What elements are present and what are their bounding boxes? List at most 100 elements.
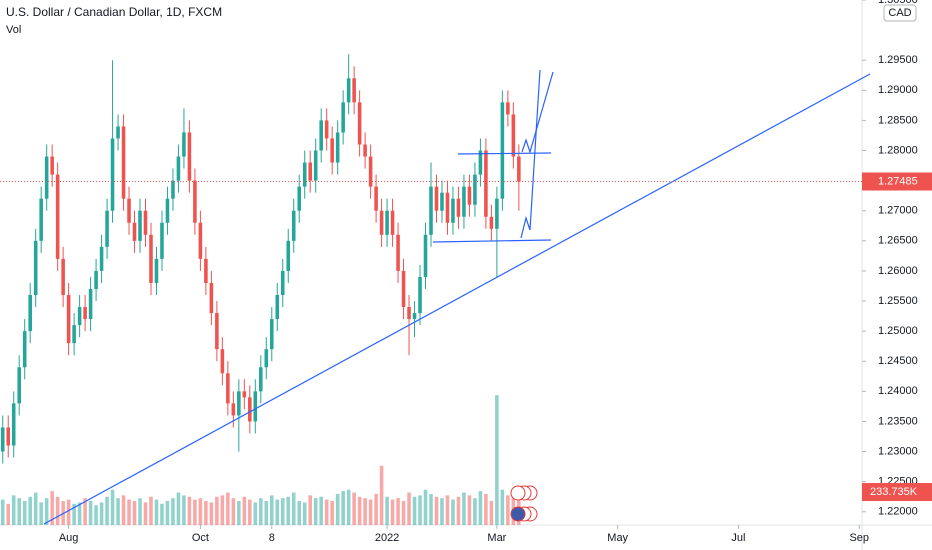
candle-body: [171, 180, 175, 199]
y-tick-label: 1.28500: [878, 114, 918, 126]
y-tick-label: 1.26500: [878, 235, 918, 247]
volume-bar: [110, 489, 115, 525]
candle-body: [489, 216, 494, 229]
flag-icon[interactable]: [510, 506, 526, 522]
candle-body: [105, 210, 109, 247]
volume-bar: [434, 496, 439, 525]
volume-bar: [264, 501, 269, 525]
volume-bar: [77, 502, 82, 525]
volume-bar: [500, 489, 505, 525]
volume-bar: [484, 493, 488, 525]
volume-bar: [352, 492, 356, 525]
x-tick-label: 8: [269, 532, 275, 544]
volume-bar: [33, 492, 38, 525]
candle-body: [269, 319, 274, 350]
candle-body: [302, 162, 307, 187]
projection-path[interactable]: [521, 71, 554, 155]
candle-body: [445, 192, 450, 223]
candle-body: [401, 270, 406, 308]
candle-body: [264, 349, 269, 368]
range-bottom-line[interactable]: [432, 239, 552, 243]
volume-bar: [55, 496, 60, 525]
volume-bar: [171, 498, 175, 525]
candle-body: [280, 270, 285, 296]
candle-body: [363, 144, 367, 157]
candle-body: [237, 391, 241, 416]
volume-bar: [94, 505, 98, 525]
volume-bar: [275, 499, 280, 525]
volume-bar: [209, 502, 214, 525]
volume-bar: [440, 498, 444, 525]
y-tick-label: 1.29000: [878, 84, 918, 96]
candle-body: [517, 156, 521, 182]
last-price-badge: [862, 172, 932, 191]
volume-bar: [17, 498, 22, 525]
candle-body: [379, 210, 384, 235]
volume-title: Vol: [6, 24, 21, 36]
volume-bar: [231, 498, 236, 525]
candle-body: [412, 313, 417, 320]
volume-bar: [66, 499, 71, 525]
volume-bar: [182, 495, 186, 525]
volume-bar: [357, 496, 362, 525]
volume-bar: [412, 496, 417, 525]
candle-body: [50, 156, 54, 175]
volume-bar: [374, 493, 378, 525]
candle-body: [231, 403, 236, 416]
candle-body: [193, 180, 197, 223]
volume-bar: [368, 499, 373, 525]
volume-bar: [423, 489, 428, 525]
volume-bar: [0, 499, 5, 525]
candle-body: [61, 258, 65, 296]
volume-bar: [473, 498, 477, 525]
volume-bar: [396, 498, 400, 525]
candle-body: [242, 391, 247, 398]
candle-body: [17, 367, 22, 404]
volume-bar: [308, 495, 312, 525]
volume-bar: [313, 498, 318, 525]
volume-bar: [302, 502, 307, 525]
candle-body: [209, 282, 214, 314]
y-tick-label: 1.28000: [878, 144, 918, 156]
candle-body: [500, 102, 505, 199]
volume-bar: [390, 499, 395, 525]
volume-bar: [429, 493, 433, 525]
candle-body: [346, 78, 351, 103]
x-tick-label: Oct: [192, 532, 209, 544]
volume-bar: [489, 501, 494, 525]
volume-layer: [0, 395, 521, 525]
volume-bar: [346, 489, 351, 525]
currency-badge[interactable]: [883, 4, 917, 22]
candle-body: [149, 234, 153, 283]
candle-body: [226, 373, 230, 404]
candle-body: [116, 126, 120, 139]
volume-bar: [451, 499, 455, 525]
volume-bar: [269, 495, 274, 525]
x-tick-label: Jul: [731, 532, 745, 544]
candle-body: [11, 403, 16, 446]
candle-body: [39, 198, 43, 241]
volume-bar: [319, 496, 323, 525]
candle-body: [187, 132, 192, 181]
currency-label: CAD: [888, 7, 911, 19]
candle-body: [357, 102, 362, 145]
volume-bar: [385, 496, 389, 525]
flag-icon[interactable]: [510, 485, 526, 501]
y-tick-label: 1.23000: [878, 445, 918, 457]
y-tick-label: 1.29500: [878, 54, 918, 66]
candle-body: [44, 156, 49, 199]
candle-body: [374, 186, 378, 211]
candle-body: [275, 295, 280, 320]
y-tick-label: 1.30500: [878, 0, 918, 6]
range-top-line[interactable]: [457, 152, 552, 155]
candle-body: [308, 162, 312, 181]
y-tick-label: 1.27000: [878, 205, 918, 217]
candle-body: [291, 210, 296, 241]
volume-bar: [242, 496, 247, 525]
projection-path[interactable]: [520, 69, 541, 239]
volume-bar: [467, 495, 472, 525]
candle-body: [324, 120, 329, 139]
trend-line[interactable]: [43, 73, 871, 525]
